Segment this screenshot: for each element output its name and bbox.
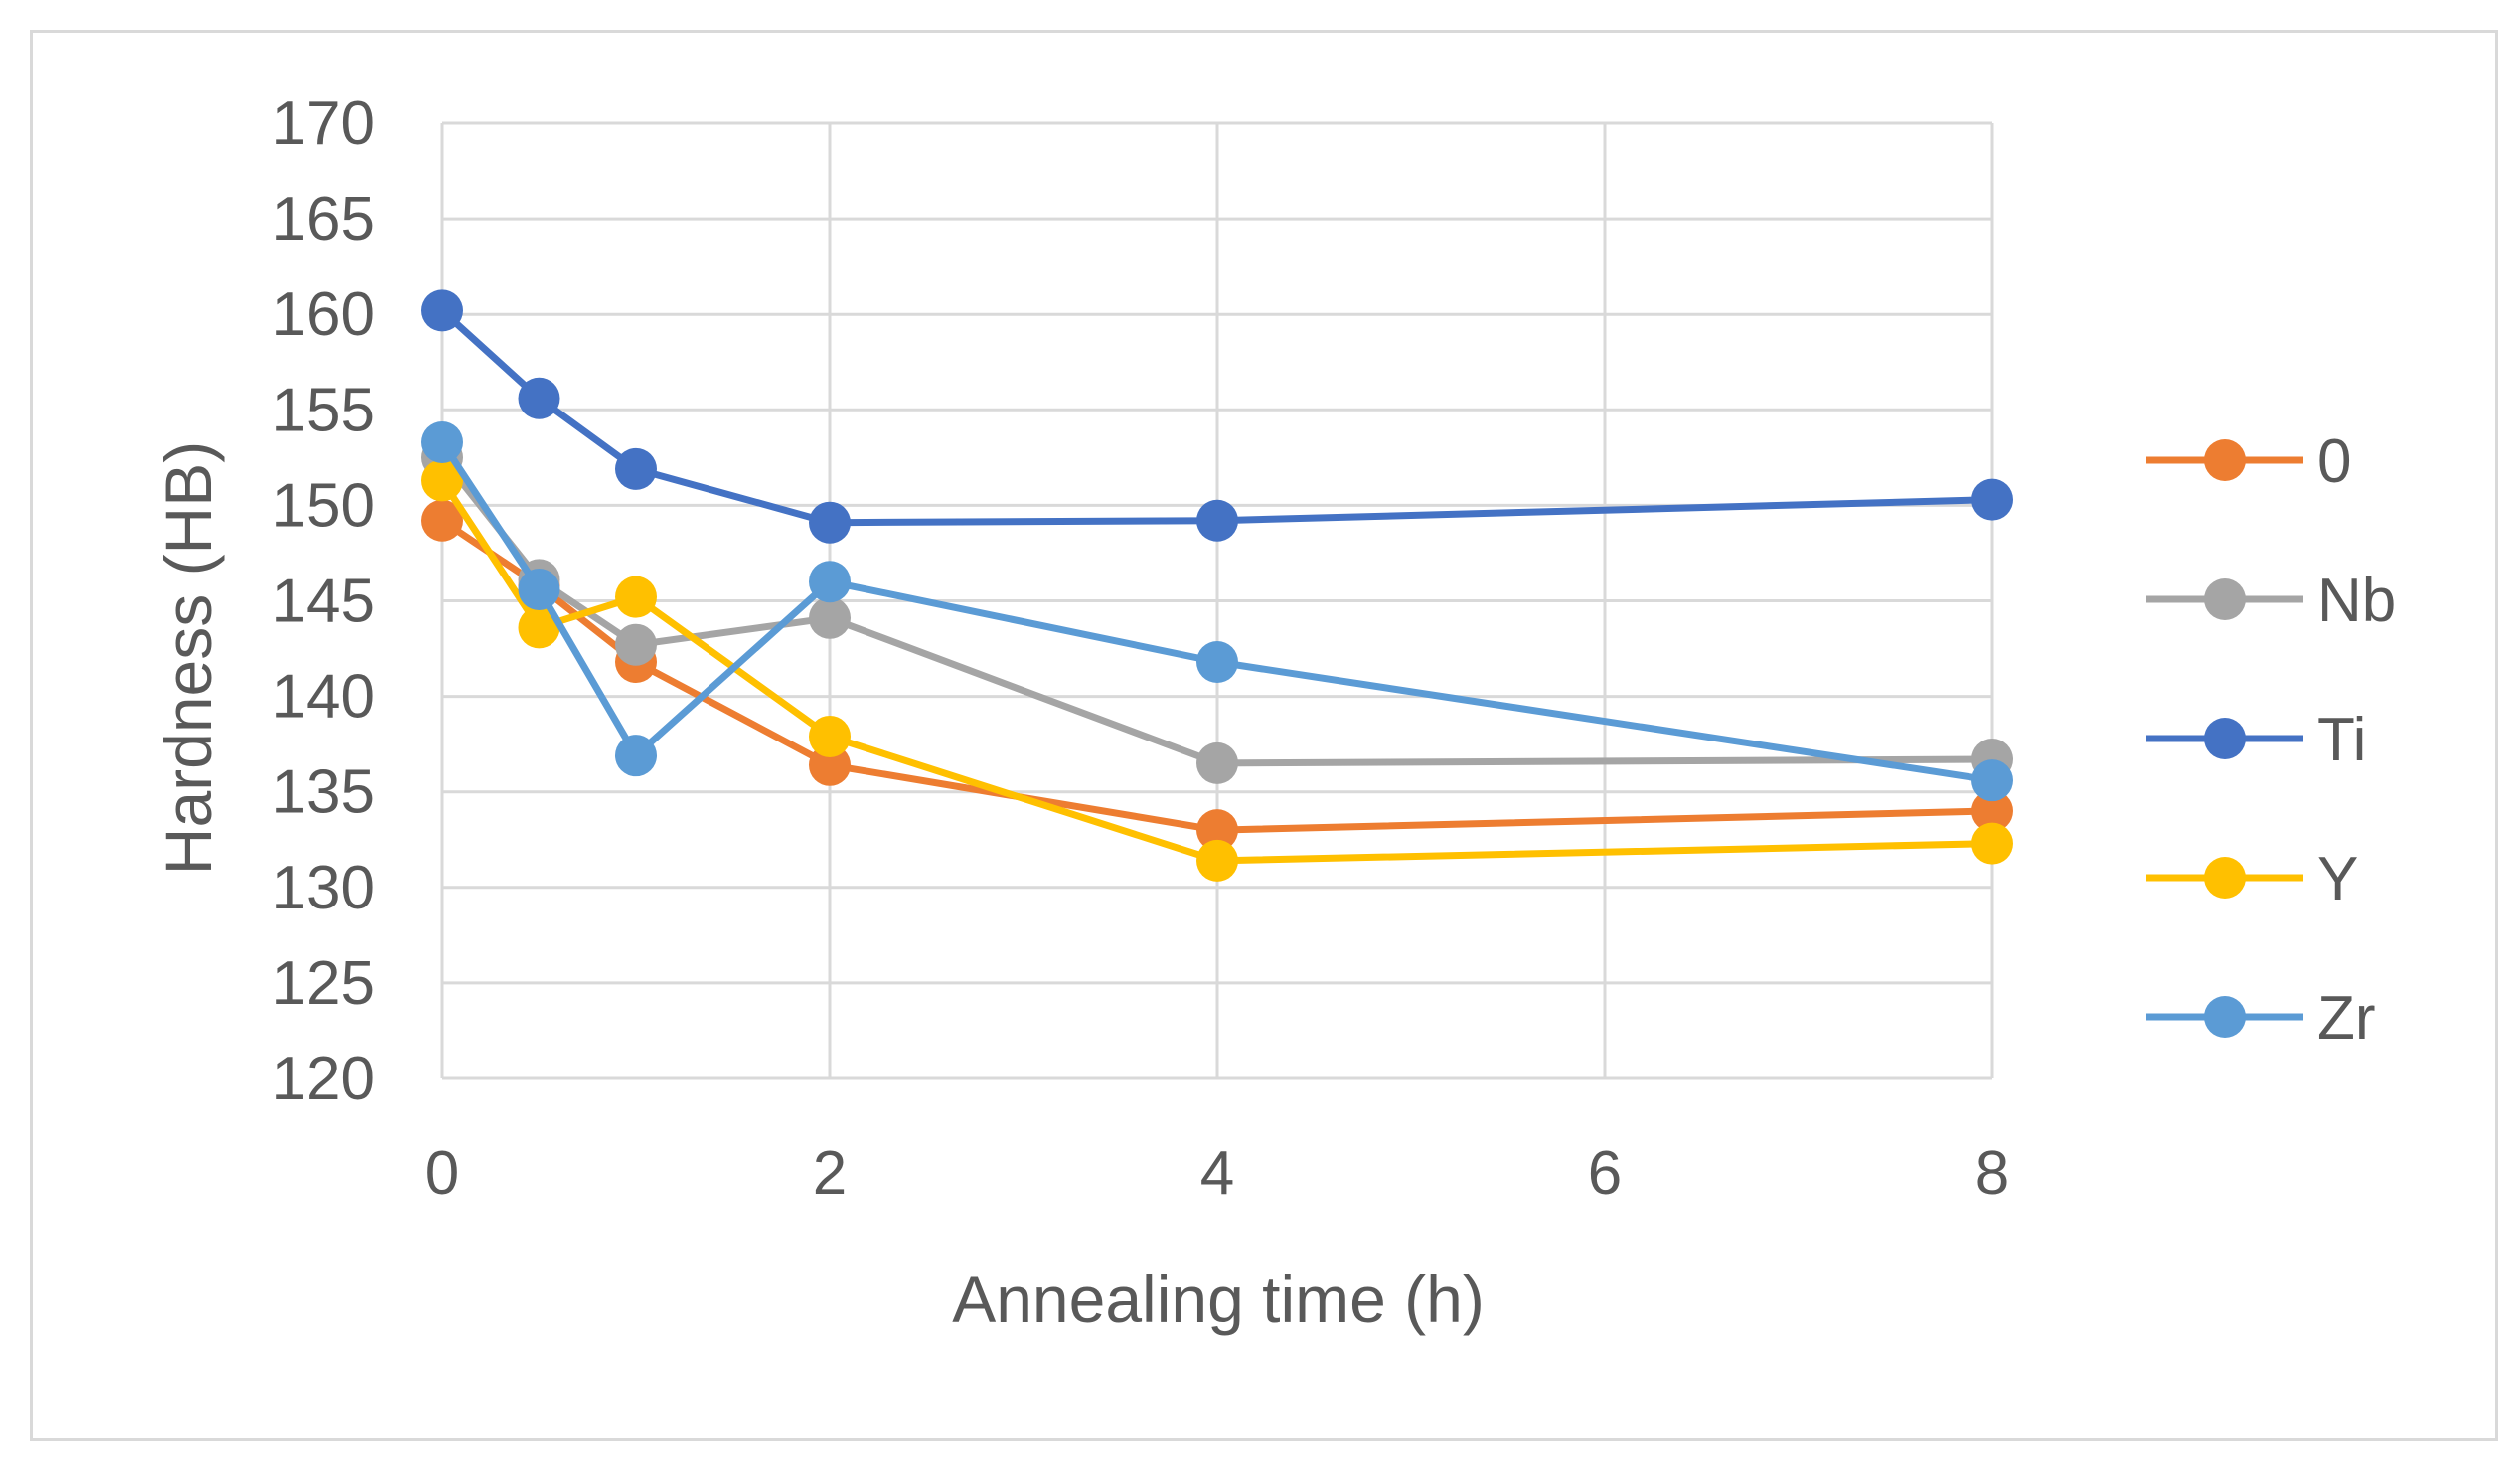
gridlines <box>440 121 1994 1080</box>
legend-entry: 0 <box>2146 427 2351 496</box>
y-axis-title: Hardness (HB) <box>151 441 225 875</box>
data-point <box>615 576 657 618</box>
x-tick-label: 2 <box>813 1139 847 1208</box>
legend-label: Y <box>2317 845 2358 913</box>
data-point <box>518 377 560 419</box>
data-point <box>421 420 463 463</box>
y-tick-labels: 120 125 130 135 140 145 150 155 160 165 170 <box>272 89 375 1113</box>
y-tick-label: 140 <box>272 663 375 732</box>
x-tick-label: 8 <box>1975 1139 2009 1208</box>
y-tick-label: 150 <box>272 471 375 540</box>
legend-marker <box>2204 439 2246 481</box>
legend: 0 Nb Ti Y Zr <box>2146 427 2396 1053</box>
data-point <box>1196 839 1238 882</box>
data-point <box>1196 741 1238 784</box>
series-line <box>439 307 1993 527</box>
data-point <box>809 561 851 603</box>
legend-label: Ti <box>2317 706 2366 774</box>
y-tick-label: 160 <box>272 280 375 349</box>
legend-label: Nb <box>2317 567 2396 635</box>
x-tick-label: 4 <box>1200 1139 1234 1208</box>
legend-marker <box>2204 718 2246 759</box>
y-tick-label: 125 <box>272 949 375 1018</box>
y-tick-label: 135 <box>272 758 375 827</box>
data-point <box>421 289 463 332</box>
legend-label: Zr <box>2317 984 2376 1053</box>
data-point <box>1971 789 2013 832</box>
data-point <box>1971 822 2013 865</box>
y-tick-label: 165 <box>272 185 375 253</box>
x-axis-title: Annealing time (h) <box>952 1262 1485 1336</box>
legend-label: 0 <box>2317 427 2351 496</box>
data-point <box>1196 809 1238 852</box>
x-tick-labels: 0 2 4 6 8 <box>425 1139 2009 1208</box>
series-line <box>439 440 1993 784</box>
data-point <box>615 447 657 490</box>
data-point <box>421 459 463 502</box>
data-point <box>421 499 463 542</box>
data-point <box>1196 499 1238 542</box>
data-point <box>809 596 851 639</box>
series-zr <box>421 420 2013 802</box>
data-point <box>809 715 851 757</box>
y-tick-label: 130 <box>272 854 375 922</box>
data-point <box>1971 478 2013 521</box>
data-point <box>809 501 851 544</box>
data-point <box>809 743 851 786</box>
y-tick-label: 120 <box>272 1045 375 1113</box>
y-tick-label: 155 <box>272 376 375 444</box>
data-point <box>1971 759 2013 802</box>
legend-entry: Nb <box>2146 567 2396 635</box>
series-ti <box>421 289 2013 544</box>
legend-entry: Ti <box>2146 706 2366 774</box>
x-tick-label: 6 <box>1588 1139 1622 1208</box>
legend-entry: Zr <box>2146 984 2376 1053</box>
y-tick-label: 170 <box>272 89 375 158</box>
x-tick-label: 0 <box>425 1139 459 1208</box>
data-point <box>1196 641 1238 684</box>
data-point <box>615 623 657 666</box>
legend-marker <box>2204 857 2246 899</box>
data-point <box>518 568 560 610</box>
legend-marker <box>2204 996 2246 1038</box>
legend-entry: Y <box>2146 845 2358 913</box>
data-point <box>615 735 657 777</box>
y-tick-label: 145 <box>272 568 375 636</box>
series-group <box>421 289 2013 882</box>
legend-marker <box>2204 578 2246 620</box>
data-point <box>518 606 560 649</box>
